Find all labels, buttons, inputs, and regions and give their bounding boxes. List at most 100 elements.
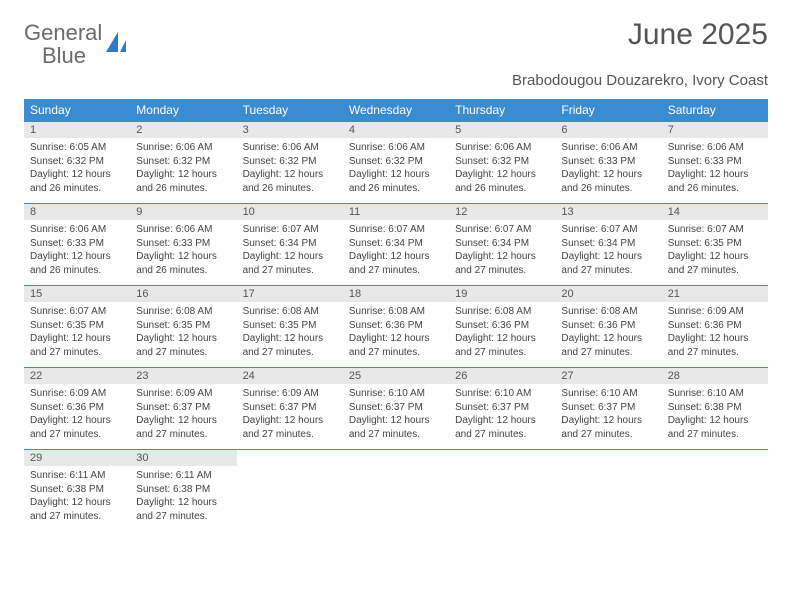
- day-day2: and 26 minutes.: [349, 182, 443, 196]
- calendar-day-cell: 6Sunrise: 6:06 AMSunset: 6:33 PMDaylight…: [555, 122, 661, 204]
- day-number: 24: [237, 368, 343, 384]
- day-sunrise: Sunrise: 6:07 AM: [243, 223, 337, 237]
- day-number: 19: [449, 286, 555, 302]
- day-day1: Daylight: 12 hours: [668, 168, 762, 182]
- day-sunset: Sunset: 6:33 PM: [30, 237, 124, 251]
- day-sunrise: Sunrise: 6:06 AM: [136, 223, 230, 237]
- weekday-header: Thursday: [449, 99, 555, 122]
- day-number: 23: [130, 368, 236, 384]
- day-day2: and 27 minutes.: [243, 264, 337, 278]
- day-sunset: Sunset: 6:36 PM: [455, 319, 549, 333]
- day-content: Sunrise: 6:08 AMSunset: 6:35 PMDaylight:…: [237, 302, 343, 367]
- day-content: Sunrise: 6:10 AMSunset: 6:37 PMDaylight:…: [555, 384, 661, 449]
- weekday-header: Tuesday: [237, 99, 343, 122]
- day-day1: Daylight: 12 hours: [243, 168, 337, 182]
- day-sunrise: Sunrise: 6:08 AM: [349, 305, 443, 319]
- weekday-header-row: Sunday Monday Tuesday Wednesday Thursday…: [24, 99, 768, 122]
- day-number: 28: [662, 368, 768, 384]
- calendar-week-row: 22Sunrise: 6:09 AMSunset: 6:36 PMDayligh…: [24, 368, 768, 450]
- day-day1: Daylight: 12 hours: [349, 414, 443, 428]
- calendar-day-cell: [662, 450, 768, 532]
- day-sunset: Sunset: 6:37 PM: [136, 401, 230, 415]
- day-sunset: Sunset: 6:33 PM: [668, 155, 762, 169]
- day-content: Sunrise: 6:06 AMSunset: 6:33 PMDaylight:…: [130, 220, 236, 285]
- day-day1: Daylight: 12 hours: [455, 168, 549, 182]
- day-sunrise: Sunrise: 6:07 AM: [561, 223, 655, 237]
- day-content: Sunrise: 6:08 AMSunset: 6:36 PMDaylight:…: [449, 302, 555, 367]
- day-sunset: Sunset: 6:32 PM: [455, 155, 549, 169]
- day-day2: and 27 minutes.: [561, 346, 655, 360]
- day-day1: Daylight: 12 hours: [136, 414, 230, 428]
- day-sunset: Sunset: 6:37 PM: [561, 401, 655, 415]
- day-sunrise: Sunrise: 6:10 AM: [349, 387, 443, 401]
- day-sunrise: Sunrise: 6:06 AM: [136, 141, 230, 155]
- day-sunset: Sunset: 6:37 PM: [243, 401, 337, 415]
- day-day1: Daylight: 12 hours: [30, 332, 124, 346]
- day-content: Sunrise: 6:08 AMSunset: 6:36 PMDaylight:…: [555, 302, 661, 367]
- day-sunrise: Sunrise: 6:08 AM: [136, 305, 230, 319]
- day-content: Sunrise: 6:07 AMSunset: 6:34 PMDaylight:…: [343, 220, 449, 285]
- day-day1: Daylight: 12 hours: [561, 250, 655, 264]
- day-day1: Daylight: 12 hours: [30, 250, 124, 264]
- day-day2: and 27 minutes.: [30, 510, 124, 524]
- weekday-header: Saturday: [662, 99, 768, 122]
- day-number: 5: [449, 122, 555, 138]
- calendar-day-cell: 1Sunrise: 6:05 AMSunset: 6:32 PMDaylight…: [24, 122, 130, 204]
- calendar-day-cell: 25Sunrise: 6:10 AMSunset: 6:37 PMDayligh…: [343, 368, 449, 450]
- calendar-day-cell: 4Sunrise: 6:06 AMSunset: 6:32 PMDaylight…: [343, 122, 449, 204]
- day-sunset: Sunset: 6:37 PM: [349, 401, 443, 415]
- day-day1: Daylight: 12 hours: [349, 332, 443, 346]
- day-number: 25: [343, 368, 449, 384]
- day-day1: Daylight: 12 hours: [30, 496, 124, 510]
- day-number: 22: [24, 368, 130, 384]
- day-content: Sunrise: 6:08 AMSunset: 6:35 PMDaylight:…: [130, 302, 236, 367]
- day-number: 14: [662, 204, 768, 220]
- day-day2: and 27 minutes.: [455, 346, 549, 360]
- calendar-day-cell: 29Sunrise: 6:11 AMSunset: 6:38 PMDayligh…: [24, 450, 130, 532]
- day-day1: Daylight: 12 hours: [136, 332, 230, 346]
- calendar-day-cell: [555, 450, 661, 532]
- calendar-day-cell: [343, 450, 449, 532]
- day-sunrise: Sunrise: 6:06 AM: [30, 223, 124, 237]
- day-content: Sunrise: 6:06 AMSunset: 6:32 PMDaylight:…: [130, 138, 236, 203]
- header-row: General Blue June 2025: [24, 18, 768, 68]
- day-number: 26: [449, 368, 555, 384]
- day-number: 27: [555, 368, 661, 384]
- day-sunset: Sunset: 6:32 PM: [136, 155, 230, 169]
- calendar-day-cell: 12Sunrise: 6:07 AMSunset: 6:34 PMDayligh…: [449, 204, 555, 286]
- day-day2: and 27 minutes.: [243, 346, 337, 360]
- day-content: Sunrise: 6:09 AMSunset: 6:36 PMDaylight:…: [662, 302, 768, 367]
- day-day1: Daylight: 12 hours: [455, 332, 549, 346]
- day-day2: and 26 minutes.: [136, 182, 230, 196]
- day-content: Sunrise: 6:06 AMSunset: 6:32 PMDaylight:…: [449, 138, 555, 203]
- calendar-day-cell: 22Sunrise: 6:09 AMSunset: 6:36 PMDayligh…: [24, 368, 130, 450]
- day-sunrise: Sunrise: 6:06 AM: [561, 141, 655, 155]
- weekday-header: Friday: [555, 99, 661, 122]
- day-sunrise: Sunrise: 6:10 AM: [455, 387, 549, 401]
- day-day1: Daylight: 12 hours: [136, 250, 230, 264]
- day-day1: Daylight: 12 hours: [136, 496, 230, 510]
- day-day1: Daylight: 12 hours: [349, 250, 443, 264]
- day-content: Sunrise: 6:05 AMSunset: 6:32 PMDaylight:…: [24, 138, 130, 203]
- day-content: Sunrise: 6:06 AMSunset: 6:32 PMDaylight:…: [237, 138, 343, 203]
- day-sunrise: Sunrise: 6:07 AM: [349, 223, 443, 237]
- day-number: 11: [343, 204, 449, 220]
- day-number: 16: [130, 286, 236, 302]
- day-day1: Daylight: 12 hours: [136, 168, 230, 182]
- day-day2: and 26 minutes.: [30, 264, 124, 278]
- day-day2: and 27 minutes.: [561, 428, 655, 442]
- day-day2: and 27 minutes.: [349, 264, 443, 278]
- day-day2: and 27 minutes.: [349, 346, 443, 360]
- day-sunset: Sunset: 6:32 PM: [243, 155, 337, 169]
- day-number: 12: [449, 204, 555, 220]
- calendar-day-cell: 30Sunrise: 6:11 AMSunset: 6:38 PMDayligh…: [130, 450, 236, 532]
- day-day2: and 27 minutes.: [668, 264, 762, 278]
- day-content: Sunrise: 6:10 AMSunset: 6:37 PMDaylight:…: [343, 384, 449, 449]
- day-number: 13: [555, 204, 661, 220]
- calendar-day-cell: 10Sunrise: 6:07 AMSunset: 6:34 PMDayligh…: [237, 204, 343, 286]
- calendar-day-cell: 28Sunrise: 6:10 AMSunset: 6:38 PMDayligh…: [662, 368, 768, 450]
- day-sunrise: Sunrise: 6:06 AM: [349, 141, 443, 155]
- day-day2: and 27 minutes.: [455, 264, 549, 278]
- calendar-day-cell: 24Sunrise: 6:09 AMSunset: 6:37 PMDayligh…: [237, 368, 343, 450]
- weekday-header: Sunday: [24, 99, 130, 122]
